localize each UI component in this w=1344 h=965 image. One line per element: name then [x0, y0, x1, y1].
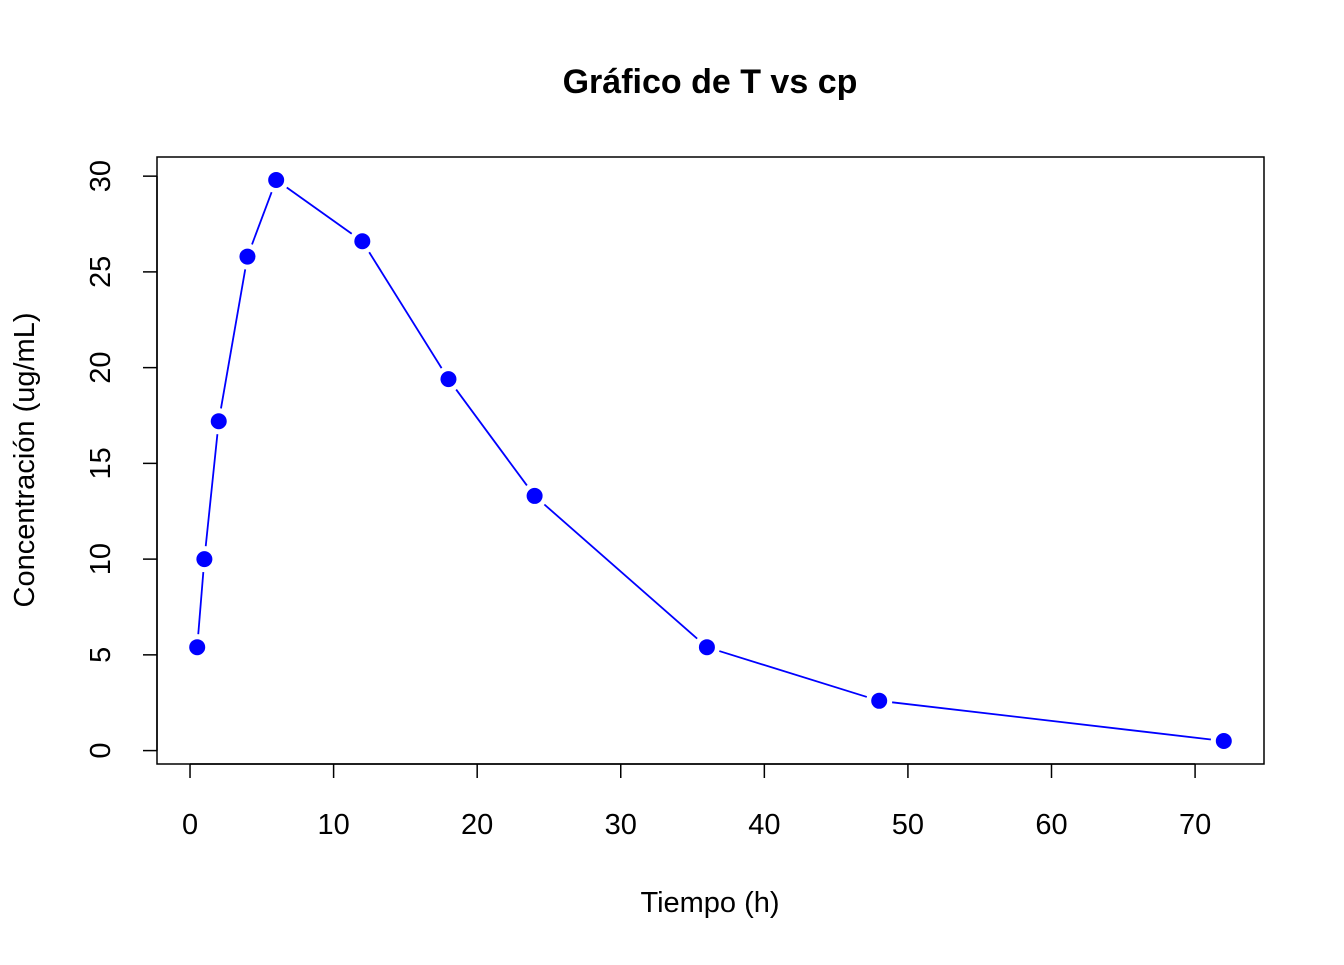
series-line-segment: [368, 251, 443, 369]
chart-title: Gráfico de T vs cp: [563, 63, 858, 101]
y-tick-label: 5: [85, 647, 117, 663]
series-line-segment: [220, 269, 247, 409]
data-point: [871, 692, 888, 709]
x-tick-label: 10: [317, 809, 349, 841]
plot-frame: [156, 156, 1265, 765]
series-layer: [189, 171, 1232, 750]
y-tick-label: 0: [85, 743, 117, 759]
data-point: [189, 639, 206, 656]
y-axis-label: Concentración (ug/mL): [9, 313, 41, 608]
data-point: [210, 413, 227, 430]
data-point: [440, 371, 457, 388]
data-point: [239, 248, 256, 265]
data-point: [268, 171, 285, 188]
series-line-segment: [543, 503, 698, 640]
x-tick-label: 30: [605, 809, 637, 841]
x-tick-label: 40: [748, 809, 780, 841]
data-point: [1215, 733, 1232, 750]
y-tick-label: 20: [85, 351, 117, 383]
y-tick-label: 15: [85, 447, 117, 479]
y-axis: 0 5 10 15 20 25 30: [85, 160, 158, 759]
series-line-segment: [455, 389, 528, 486]
series-line-segment: [892, 701, 1211, 741]
x-axis: 0 10 20 30 40 50 60 70: [182, 763, 1211, 841]
y-tick-label: 25: [85, 256, 117, 288]
x-tick-label: 0: [182, 809, 198, 841]
series-line-segment: [719, 650, 868, 698]
x-tick-label: 60: [1035, 809, 1067, 841]
data-point: [196, 551, 213, 568]
series-line-segment: [204, 434, 219, 547]
series-line-segment: [197, 571, 205, 635]
series-line-segment: [251, 191, 273, 245]
data-point: [354, 233, 371, 250]
x-tick-label: 70: [1179, 809, 1211, 841]
x-axis-label: Tiempo (h): [640, 887, 779, 919]
y-tick-label: 30: [85, 160, 117, 192]
data-point: [698, 639, 715, 656]
data-point: [526, 487, 543, 504]
x-tick-label: 20: [461, 809, 493, 841]
series-line-segment: [286, 186, 353, 235]
x-tick-label: 50: [892, 809, 924, 841]
y-tick-label: 10: [85, 543, 117, 575]
